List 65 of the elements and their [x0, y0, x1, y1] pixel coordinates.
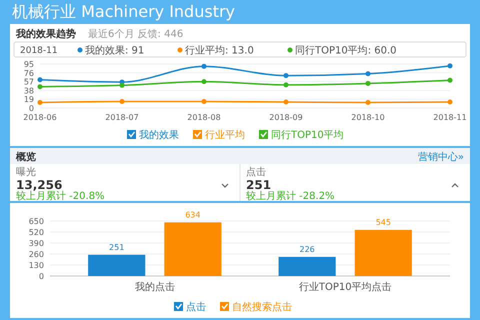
y-tick-label: 520	[28, 228, 44, 237]
data-label: 251	[109, 242, 124, 252]
text: 251	[246, 178, 272, 192]
legend-label: 我的效果	[139, 129, 179, 141]
point	[38, 84, 42, 90]
point	[448, 78, 452, 83]
point	[284, 73, 288, 78]
point	[202, 79, 206, 84]
text: 机械行业 Machinery Industry	[12, 2, 236, 21]
text: 营销中心»	[418, 151, 464, 163]
chart-title: 我的效果趋势	[15, 28, 76, 40]
x-tick-label: 2018-07	[105, 113, 139, 122]
bar	[88, 254, 146, 276]
text: 较上月累计 -28.2%	[246, 190, 335, 202]
data-label: 226	[300, 244, 315, 254]
point	[448, 99, 452, 104]
text: 概览	[15, 151, 36, 163]
y-tick-label: 390	[28, 239, 44, 248]
y-tick-label: 95	[24, 60, 34, 69]
chart-subtitle: 最近6个月 反馈: 446	[88, 28, 184, 40]
bar	[278, 256, 336, 276]
y-tick-label: 0	[38, 272, 44, 281]
data-label: 545	[376, 218, 391, 227]
text: 点击	[246, 166, 266, 178]
point	[120, 82, 124, 88]
text: 同行TOP10平均: 60.0	[295, 44, 397, 56]
point	[284, 82, 288, 88]
legend-label: 点击	[186, 301, 206, 313]
point	[366, 80, 370, 86]
point	[202, 99, 206, 104]
data-label: 634	[185, 210, 200, 220]
x-tick-label: 2018-06	[23, 113, 57, 122]
x-tick-label: 行业TOP10平均点击	[298, 281, 392, 293]
bar	[164, 222, 222, 276]
text: 曝光	[16, 166, 36, 178]
point	[38, 100, 42, 105]
point	[38, 77, 42, 82]
point	[202, 64, 206, 69]
text: 我的效果: 91	[85, 44, 144, 56]
point	[366, 100, 370, 105]
point	[448, 63, 452, 68]
x-tick-label: 我的点击	[134, 281, 175, 293]
x-tick-label: 2018-09	[269, 113, 303, 122]
y-tick-label: 130	[28, 261, 44, 270]
y-tick-label: 57	[24, 78, 34, 87]
y-tick-label: 19	[24, 95, 34, 104]
bar	[354, 230, 412, 276]
legend-label: 行业平均	[205, 129, 245, 141]
y-tick-label: 76	[24, 68, 34, 78]
y-tick-label: 650	[28, 217, 44, 226]
text: 较上月累计 -20.8%	[16, 190, 105, 202]
text: 2018-11	[20, 46, 58, 56]
x-tick-label: 2018-11	[433, 113, 467, 122]
y-tick-label: 260	[28, 250, 44, 259]
point	[120, 99, 124, 104]
text: 13,256	[16, 178, 62, 192]
x-tick-label: 2018-08	[187, 113, 221, 122]
x-tick-label: 2018-10	[351, 113, 385, 122]
point	[284, 99, 288, 104]
text: 行业平均: 13.0	[185, 44, 254, 56]
legend-label: 自然搜索点击	[232, 301, 292, 313]
point	[366, 71, 370, 76]
legend-label: 同行TOP10平均	[271, 129, 344, 141]
y-tick-label: 0	[28, 104, 34, 113]
y-tick-label: 38	[24, 86, 34, 96]
